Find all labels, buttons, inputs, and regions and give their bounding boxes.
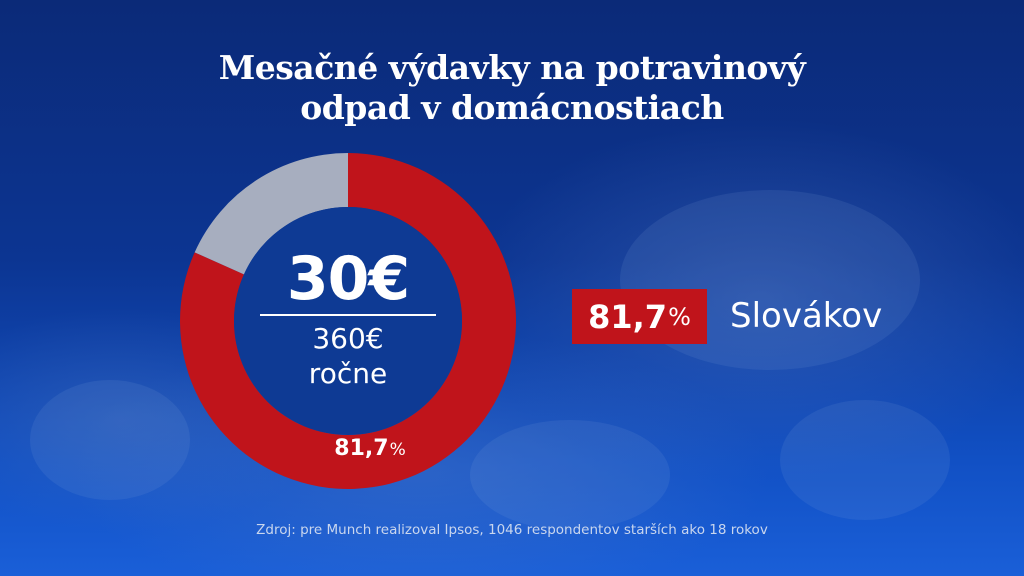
donut-hole: [234, 207, 462, 435]
donut-slice-primary: [179, 153, 516, 489]
percent-badge: 81,7%: [572, 289, 707, 344]
monthly-amount: 30€: [286, 244, 410, 314]
group-label: Slovákov: [730, 296, 883, 336]
badge-unit: %: [668, 302, 691, 331]
donut-percent-unit: %: [389, 440, 406, 460]
yearly-amount: 360€: [312, 322, 384, 355]
donut-slice-remainder: [194, 153, 348, 275]
donut-percent-label: 81,7%: [310, 436, 430, 461]
badge-value: 81,7: [588, 297, 668, 336]
chart-title: Mesačné výdavky na potravinový odpad v d…: [0, 48, 1024, 128]
background-decoration: [780, 400, 950, 520]
donut-percent-value: 81,7: [334, 436, 389, 461]
title-line-2: odpad v domácnostiach: [300, 88, 724, 127]
title-line-1: Mesačné výdavky na potravinový: [218, 48, 806, 87]
yearly-label: ročne: [308, 357, 388, 390]
background-decoration: [470, 420, 670, 530]
source-note: Zdroj: pre Munch realizoval Ipsos, 1046 …: [256, 522, 768, 538]
background-decoration: [30, 380, 190, 500]
center-divider: [260, 314, 436, 316]
donut-chart: [179, 153, 516, 489]
